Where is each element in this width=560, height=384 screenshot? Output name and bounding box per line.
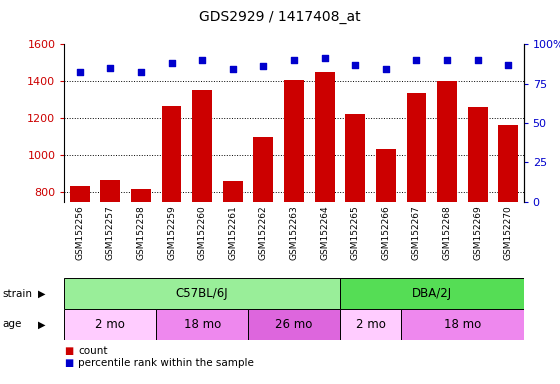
Bar (401, 309, 524, 340)
Bar (64, 278, 340, 309)
Bar (162, 106, 181, 341)
Text: strain: strain (3, 289, 33, 299)
Point (412, 57, 421, 63)
Point (198, 57, 207, 63)
Point (504, 61, 513, 68)
Text: ■: ■ (64, 358, 74, 368)
Bar (315, 72, 334, 341)
Point (167, 60, 176, 66)
Bar (223, 181, 242, 341)
Text: GSM152266: GSM152266 (381, 205, 390, 260)
Bar (156, 309, 248, 340)
Text: GSM152257: GSM152257 (106, 205, 115, 260)
Point (106, 65, 115, 71)
Bar (284, 80, 304, 341)
Text: GSM152259: GSM152259 (167, 205, 176, 260)
Text: ■: ■ (64, 346, 74, 356)
Point (320, 55, 329, 61)
Text: GSM152268: GSM152268 (442, 205, 451, 260)
Text: GSM152267: GSM152267 (412, 205, 421, 260)
Text: C57BL/6J: C57BL/6J (176, 287, 228, 300)
Text: ▶: ▶ (38, 289, 45, 299)
Text: GSM152256: GSM152256 (75, 205, 84, 260)
Text: count: count (78, 346, 108, 356)
Bar (498, 125, 518, 341)
Bar (468, 107, 488, 341)
Bar (437, 81, 457, 341)
Text: 18 mo: 18 mo (444, 318, 481, 331)
Text: GSM152263: GSM152263 (290, 205, 298, 260)
Text: GSM152261: GSM152261 (228, 205, 237, 260)
Point (290, 57, 298, 63)
Bar (131, 189, 151, 341)
Point (259, 63, 268, 69)
Bar (64, 309, 156, 340)
Bar (376, 149, 396, 341)
Text: ▶: ▶ (38, 319, 45, 329)
Bar (248, 309, 340, 340)
Text: GSM152262: GSM152262 (259, 205, 268, 260)
Text: DBA/2J: DBA/2J (412, 287, 452, 300)
Text: GSM152269: GSM152269 (473, 205, 482, 260)
Bar (254, 137, 273, 341)
Text: 2 mo: 2 mo (356, 318, 385, 331)
Bar (346, 114, 365, 341)
Point (75, 70, 84, 76)
Bar (340, 309, 401, 340)
Text: 26 mo: 26 mo (276, 318, 312, 331)
Text: GSM152260: GSM152260 (198, 205, 207, 260)
Text: percentile rank within the sample: percentile rank within the sample (78, 358, 254, 368)
Text: 2 mo: 2 mo (95, 318, 125, 331)
Point (473, 57, 482, 63)
Point (442, 57, 451, 63)
Bar (407, 93, 426, 341)
Text: GSM152270: GSM152270 (504, 205, 513, 260)
Text: GSM152258: GSM152258 (137, 205, 146, 260)
Text: GDS2929 / 1417408_at: GDS2929 / 1417408_at (199, 10, 361, 24)
Bar (70, 186, 90, 341)
Point (228, 66, 237, 73)
Text: GSM152264: GSM152264 (320, 205, 329, 260)
Point (137, 70, 146, 76)
Point (351, 61, 360, 68)
Text: age: age (3, 319, 22, 329)
Bar (340, 278, 524, 309)
Bar (192, 89, 212, 341)
Text: GSM152265: GSM152265 (351, 205, 360, 260)
Bar (100, 180, 120, 341)
Point (381, 66, 390, 73)
Text: 18 mo: 18 mo (184, 318, 221, 331)
